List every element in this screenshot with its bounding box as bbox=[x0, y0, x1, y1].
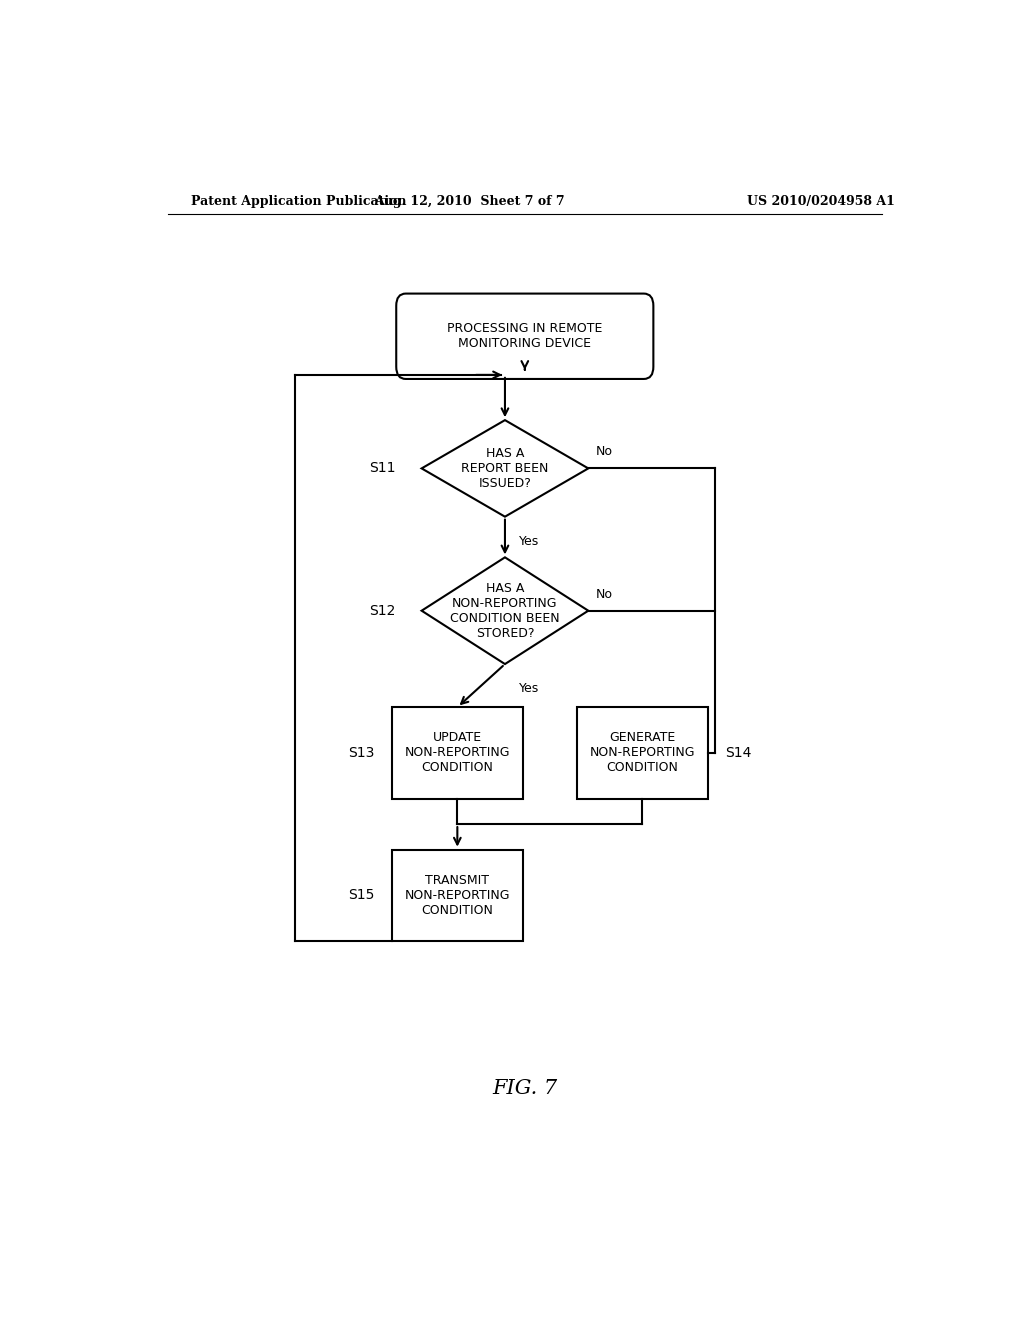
Text: S14: S14 bbox=[725, 746, 751, 760]
Text: S12: S12 bbox=[369, 603, 395, 618]
Text: FIG. 7: FIG. 7 bbox=[493, 1078, 557, 1098]
Text: TRANSMIT
NON-REPORTING
CONDITION: TRANSMIT NON-REPORTING CONDITION bbox=[404, 874, 510, 917]
Text: UPDATE
NON-REPORTING
CONDITION: UPDATE NON-REPORTING CONDITION bbox=[404, 731, 510, 775]
Bar bbox=[577, 708, 708, 799]
FancyBboxPatch shape bbox=[396, 293, 653, 379]
Text: Yes: Yes bbox=[519, 682, 540, 696]
Text: Yes: Yes bbox=[519, 535, 540, 548]
Text: S15: S15 bbox=[348, 888, 375, 903]
Bar bbox=[392, 850, 523, 941]
Text: PROCESSING IN REMOTE
MONITORING DEVICE: PROCESSING IN REMOTE MONITORING DEVICE bbox=[447, 322, 602, 350]
Text: S11: S11 bbox=[369, 462, 395, 475]
Text: Aug. 12, 2010  Sheet 7 of 7: Aug. 12, 2010 Sheet 7 of 7 bbox=[374, 194, 564, 207]
Text: Patent Application Publication: Patent Application Publication bbox=[191, 194, 407, 207]
Polygon shape bbox=[422, 420, 588, 516]
Text: HAS A
REPORT BEEN
ISSUED?: HAS A REPORT BEEN ISSUED? bbox=[461, 447, 549, 490]
Text: HAS A
NON-REPORTING
CONDITION BEEN
STORED?: HAS A NON-REPORTING CONDITION BEEN STORE… bbox=[451, 582, 560, 640]
Text: S13: S13 bbox=[348, 746, 375, 760]
Text: No: No bbox=[596, 445, 613, 458]
Text: No: No bbox=[596, 587, 613, 601]
Text: US 2010/0204958 A1: US 2010/0204958 A1 bbox=[748, 194, 895, 207]
Bar bbox=[392, 708, 523, 799]
Text: GENERATE
NON-REPORTING
CONDITION: GENERATE NON-REPORTING CONDITION bbox=[590, 731, 695, 775]
Polygon shape bbox=[422, 557, 588, 664]
